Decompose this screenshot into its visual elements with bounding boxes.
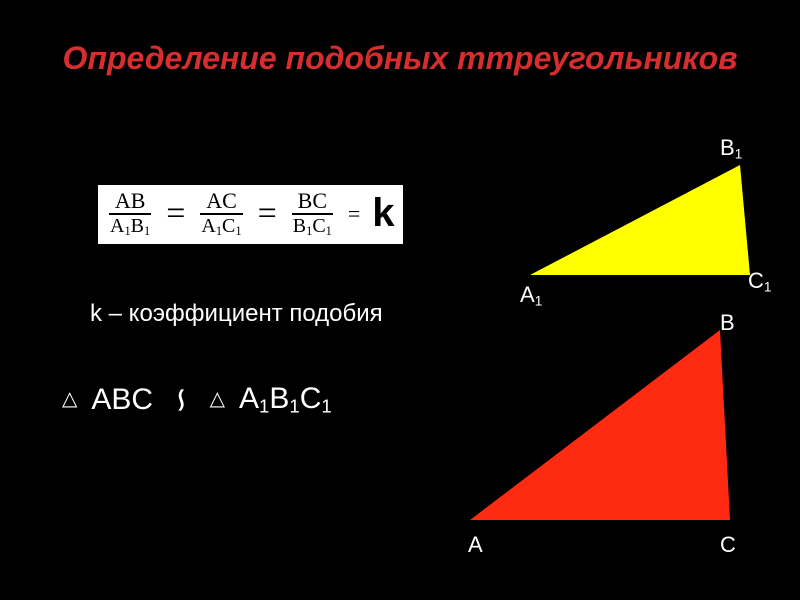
vertex-label-A1: A1 (520, 282, 542, 308)
k-coefficient-caption: k – коэффициент подобия (90, 300, 383, 328)
similar-icon: ∽ (161, 386, 201, 415)
vertex-label-C: C (720, 532, 736, 558)
vertex-label-A: A (468, 532, 483, 558)
triangle-a1b1c1: A1B1C1 (239, 382, 332, 418)
similarity-statement: △ ABC ∽ △ A1B1C1 (62, 380, 332, 420)
triangle-abc: ABC (91, 383, 153, 417)
triangle-yellow (530, 165, 760, 285)
page-title: Определение подобных ттреугольников (0, 40, 800, 77)
triangle-symbol-right: △ (210, 386, 225, 411)
vertex-label-B1: B1 (720, 135, 742, 161)
triangle-symbol-left: △ (62, 386, 77, 411)
ratio-formula: AB A1B1= AC A1C1= BC B1C1=k (98, 185, 403, 244)
triangle-red (470, 330, 745, 530)
vertex-label-C1: C1 (748, 268, 771, 294)
vertex-label-B: B (720, 310, 735, 336)
